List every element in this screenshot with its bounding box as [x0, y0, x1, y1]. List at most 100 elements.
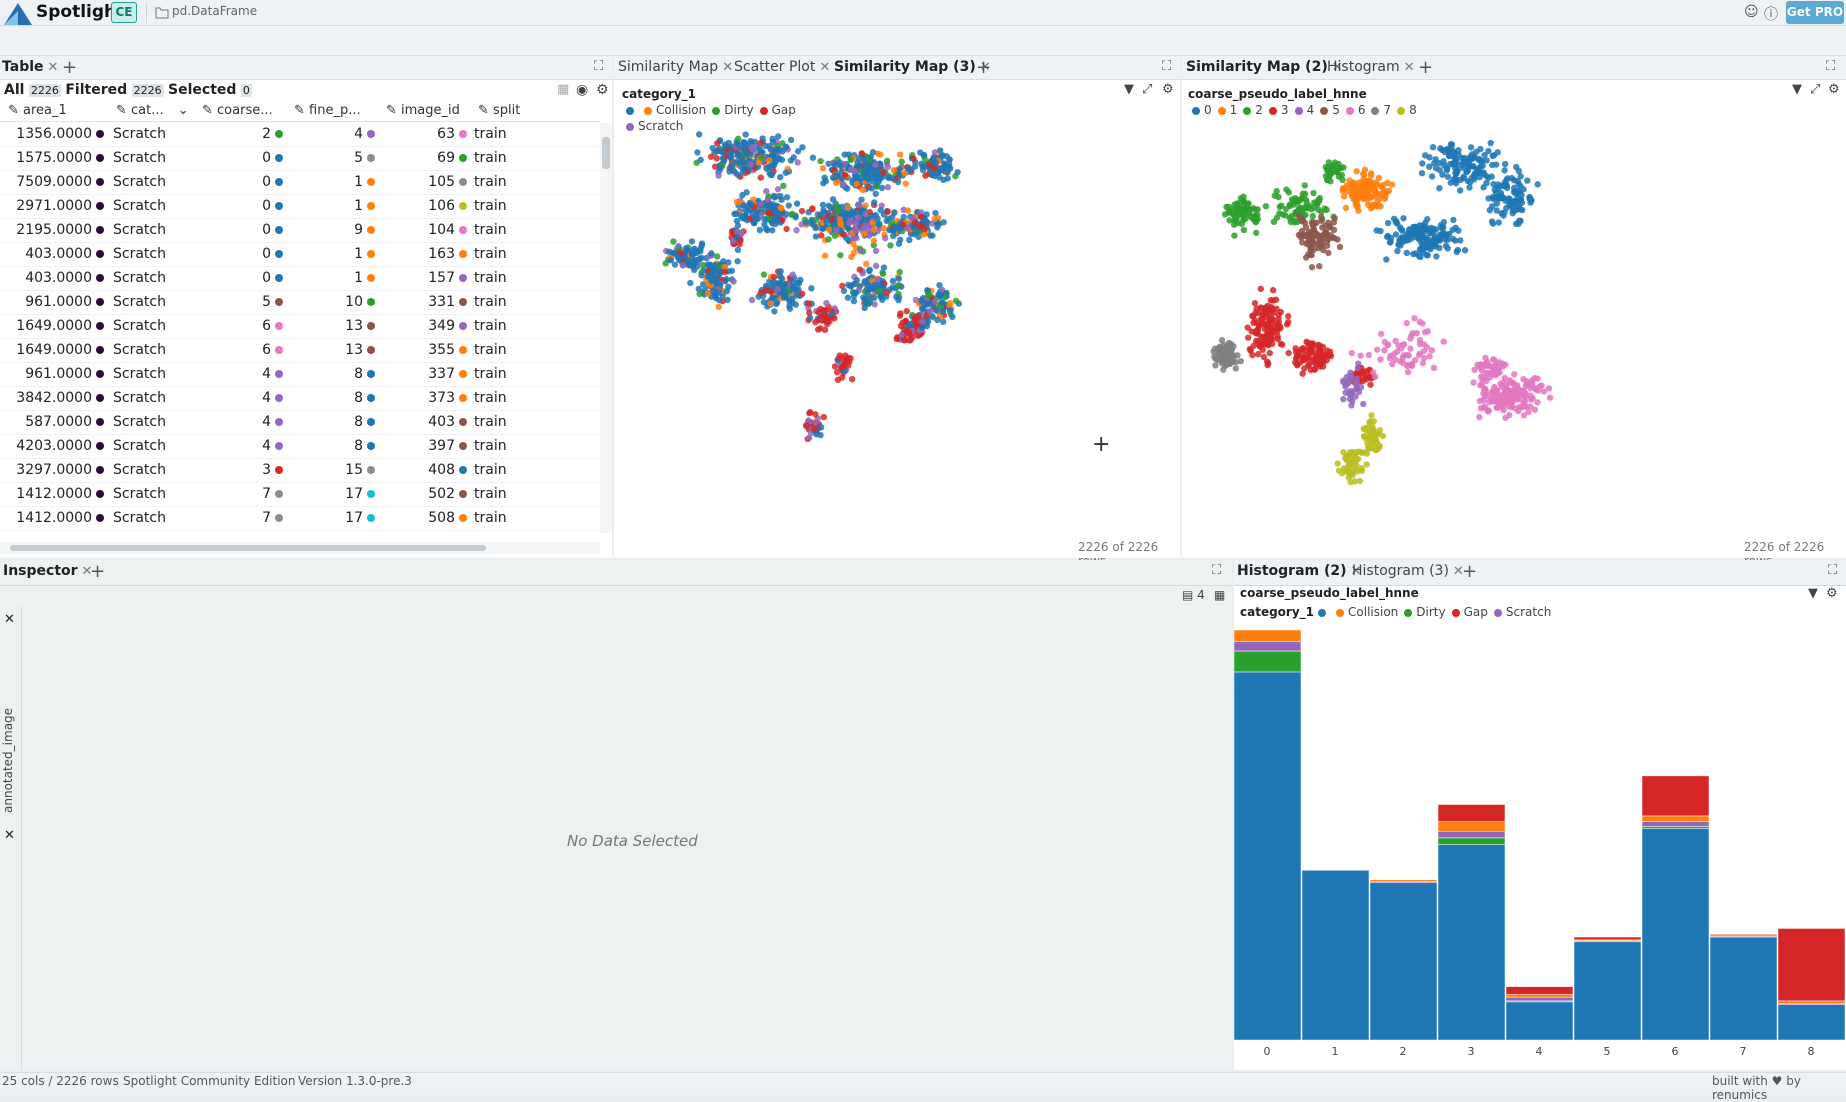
scatter-point[interactable] [894, 178, 902, 186]
scatter-point[interactable] [1522, 389, 1529, 397]
scatter-point[interactable] [785, 202, 792, 209]
scatter-point[interactable] [1354, 202, 1361, 209]
scatter-point[interactable] [860, 155, 867, 162]
scatter-point[interactable] [820, 413, 828, 421]
scatter-point[interactable] [1340, 193, 1348, 200]
scatter-point[interactable] [1331, 215, 1338, 222]
scatter-point[interactable] [1374, 202, 1382, 209]
scatter-point[interactable] [767, 288, 775, 295]
scatter-point[interactable] [798, 207, 806, 215]
scatter-point[interactable] [1346, 177, 1353, 184]
column-header-split[interactable]: ✎ split [478, 103, 521, 118]
scatter-point[interactable] [1357, 383, 1365, 391]
folder-icon[interactable] [155, 6, 169, 19]
scatter-point[interactable] [944, 169, 951, 176]
scatter-point[interactable] [1478, 373, 1485, 380]
scatter-point[interactable] [1326, 168, 1333, 175]
scatter-point[interactable] [767, 171, 774, 179]
scatter-point[interactable] [933, 307, 940, 314]
scatter-point[interactable] [1422, 224, 1430, 231]
scatter-point[interactable] [1522, 382, 1530, 390]
scatter-point[interactable] [1505, 402, 1512, 410]
scatter-point[interactable] [1457, 237, 1464, 244]
scatter-point[interactable] [1319, 343, 1327, 351]
horizontal-scrollbar[interactable] [0, 542, 600, 554]
scatter-point[interactable] [1302, 224, 1310, 231]
scatter-point[interactable] [1392, 337, 1399, 345]
scatter-point[interactable] [783, 225, 790, 233]
scatter-point[interactable] [1298, 345, 1305, 353]
scatter-point[interactable] [858, 174, 866, 181]
scatter-point[interactable] [1360, 425, 1367, 433]
settings-icon[interactable]: ⚙ [1826, 586, 1838, 601]
histogram-bar-segment[interactable] [1573, 941, 1642, 1041]
scatter-point[interactable] [769, 138, 777, 146]
scatter-point[interactable] [1372, 179, 1379, 186]
scatter-point[interactable] [877, 207, 884, 214]
scatter-point[interactable] [1476, 173, 1483, 181]
scatter-point[interactable] [1273, 328, 1281, 336]
scatter-point[interactable] [1352, 185, 1360, 192]
scatter-point[interactable] [1325, 249, 1332, 257]
scatter-point[interactable] [1511, 371, 1518, 378]
scatter-point[interactable] [1485, 147, 1492, 155]
scatter-point[interactable] [1359, 377, 1367, 385]
scatter-point[interactable] [1499, 360, 1506, 367]
scatter-point[interactable] [1418, 169, 1426, 177]
scatter-point[interactable] [1336, 243, 1344, 251]
histogram-chart[interactable]: 0 1 2 3 4 5 6 7 8 [1234, 622, 1846, 1070]
scatter-point[interactable] [1346, 387, 1354, 395]
scatter-point[interactable] [734, 246, 742, 254]
scatter-point[interactable] [1287, 218, 1295, 226]
scatter-point[interactable] [876, 287, 883, 294]
maximize-icon[interactable]: ⛶ [1162, 59, 1172, 74]
histogram-bar-segment[interactable] [1641, 775, 1710, 817]
scatter-point[interactable] [817, 157, 824, 165]
scatter-point[interactable] [828, 216, 835, 223]
scatter-point[interactable] [1308, 251, 1315, 259]
scatter-point[interactable] [812, 224, 819, 232]
scatter-point[interactable] [662, 260, 669, 267]
scatter-point[interactable] [1471, 366, 1478, 374]
scatter-point[interactable] [1283, 321, 1291, 328]
scatter-point[interactable] [846, 358, 853, 365]
scatter-point[interactable] [1443, 146, 1450, 153]
scatter-point[interactable] [1392, 231, 1400, 238]
scatter-point[interactable] [1340, 465, 1348, 472]
scatter-point[interactable] [872, 190, 879, 198]
scatter-point[interactable] [1334, 460, 1341, 467]
table-row[interactable]: 7509.0000 Scratch 0 1 105 train [0, 171, 600, 195]
scatter-point[interactable] [1240, 226, 1248, 234]
scatter-point[interactable] [954, 168, 961, 176]
scatter-point[interactable] [1262, 202, 1270, 210]
scatter-point[interactable] [900, 213, 907, 221]
histogram-bar-segment[interactable] [1641, 815, 1710, 822]
scatter-point[interactable] [1347, 375, 1354, 382]
scatter-point[interactable] [1432, 226, 1440, 233]
scatter-point[interactable] [1233, 201, 1241, 209]
scatter-point[interactable] [1383, 256, 1390, 263]
scatter-point[interactable] [1489, 398, 1497, 405]
scatter-point[interactable] [1503, 386, 1510, 393]
scatter-point[interactable] [870, 226, 878, 234]
scatter-point[interactable] [832, 226, 840, 233]
scatter-point[interactable] [1325, 219, 1332, 226]
scatter-point[interactable] [774, 133, 782, 140]
legend-item[interactable]: 3 [1268, 103, 1289, 117]
scatter-point[interactable] [931, 170, 938, 177]
scatter-point[interactable] [1449, 235, 1457, 243]
scatter-point[interactable] [1450, 159, 1458, 167]
scatter-point[interactable] [789, 295, 796, 302]
scatter-point[interactable] [1367, 172, 1375, 179]
scatter-point[interactable] [1292, 348, 1300, 356]
scatter-point[interactable] [896, 268, 903, 276]
scatter-point[interactable] [761, 216, 768, 223]
scatter-point[interactable] [1384, 219, 1392, 227]
histogram-bar-segment[interactable] [1641, 821, 1710, 827]
scatter-point[interactable] [794, 279, 801, 287]
scatter-point[interactable] [1319, 224, 1326, 231]
scatter-point[interactable] [1521, 403, 1529, 410]
scatter-point[interactable] [895, 275, 903, 282]
scatter-point[interactable] [1404, 368, 1412, 376]
scatter-point[interactable] [1244, 201, 1251, 208]
